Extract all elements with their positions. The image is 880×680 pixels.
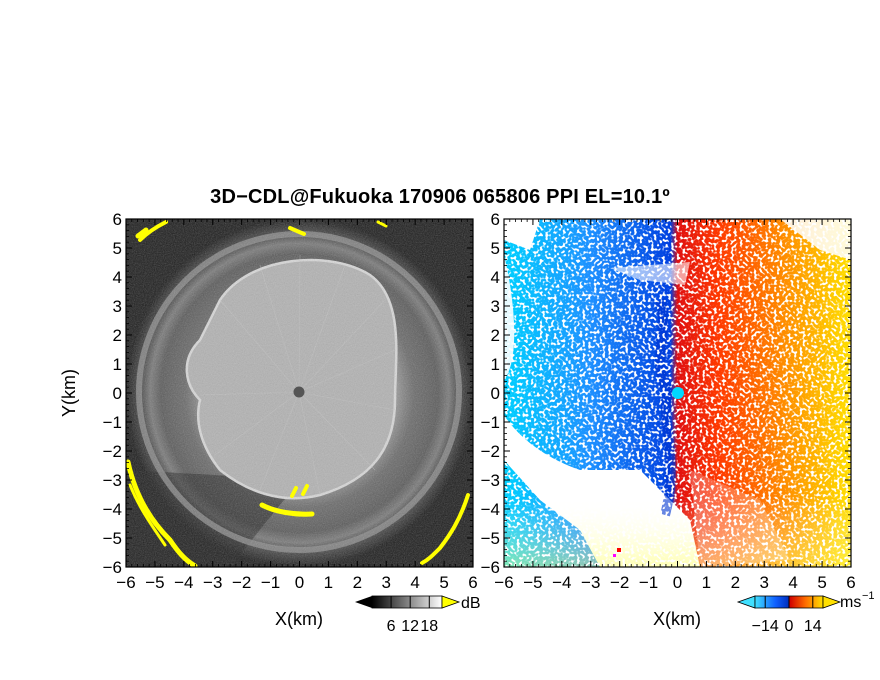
y-tick-label: 6: [113, 210, 122, 229]
x-tick-label: −3: [203, 573, 222, 592]
y-tick-label: 5: [491, 239, 500, 258]
x-tick-label: 0: [673, 573, 682, 592]
colorbar-tick-label: 0: [785, 618, 794, 635]
colorbar-tick-label: −14: [752, 618, 779, 635]
x-tick-label: 1: [702, 573, 711, 592]
x-tick-label: −1: [639, 573, 658, 592]
velocity-colorbar-unit-exponent: −1: [862, 590, 875, 602]
x-tick-label: −5: [145, 573, 164, 592]
y-tick-label: 2: [491, 326, 500, 345]
chart-title: 3D−CDL@Fukuoka 170906 065806 PPI EL=10.1…: [210, 186, 670, 208]
x-tick-label: 2: [731, 573, 740, 592]
x-tick-label: 3: [382, 573, 391, 592]
x-tick-label: 3: [760, 573, 769, 592]
x-tick-label: 4: [788, 573, 797, 592]
y-tick-label: −1: [103, 413, 122, 432]
x-tick-label: 0: [295, 573, 304, 592]
y-tick-label: 3: [113, 297, 122, 316]
y-tick-label: −1: [481, 413, 500, 432]
x-tick-label: −4: [552, 573, 571, 592]
y-tick-label: 4: [113, 268, 122, 287]
y-tick-label: −3: [103, 471, 122, 490]
velocity-colorbar-under: [736, 595, 756, 609]
x-tick-label: −6: [494, 573, 513, 592]
x-tick-label: −1: [261, 573, 280, 592]
y-tick-label: −2: [481, 442, 500, 461]
x-tick-label: −2: [232, 573, 251, 592]
y-tick-label: 4: [491, 268, 500, 287]
y-tick-label: 0: [491, 384, 500, 403]
snr-colorbar-bar: [371, 595, 443, 609]
y-tick-label: 5: [113, 239, 122, 258]
y-tick-label: 3: [491, 297, 500, 316]
y-tick-label: −6: [481, 558, 500, 577]
y-tick-label: −4: [481, 500, 500, 519]
y-tick-label: 2: [113, 326, 122, 345]
x-axis-title-left: X(km): [275, 609, 323, 629]
y-tick-label: −3: [481, 471, 500, 490]
colorbar-tick-label: 18: [420, 618, 438, 635]
y-tick-label: 1: [491, 355, 500, 374]
x-tick-label: 6: [846, 573, 855, 592]
y-axis-title: Y(km): [59, 369, 79, 417]
y-tick-label: −5: [103, 529, 122, 548]
velocity-colorbar-over: [822, 595, 842, 609]
x-tick-label: 5: [817, 573, 826, 592]
x-tick-label: 5: [439, 573, 448, 592]
y-tick-label: −2: [103, 442, 122, 461]
x-tick-label: −5: [523, 573, 542, 592]
snr-colorbar-over: [441, 595, 461, 609]
x-tick-label: −4: [174, 573, 193, 592]
x-axis-title-right: X(km): [653, 609, 701, 629]
colorbar-tick-label: 6: [387, 618, 396, 635]
x-tick-label: 4: [410, 573, 419, 592]
y-tick-label: −4: [103, 500, 122, 519]
x-tick-label: 2: [353, 573, 362, 592]
snr-colorbar-unit: dB: [461, 595, 481, 612]
colorbar-tick-label: 12: [401, 618, 419, 635]
x-tick-label: −2: [610, 573, 629, 592]
snr-colorbar-under: [355, 596, 372, 608]
x-tick-label: 6: [468, 573, 477, 592]
y-tick-label: 0: [113, 384, 122, 403]
y-tick-label: 6: [491, 210, 500, 229]
colorbar-tick-label: 14: [804, 618, 822, 635]
velocity-colorbar-unit: ms: [840, 594, 861, 611]
snr-colorbar: 6 12 18 dB: [355, 595, 481, 635]
snr-center-marker: [293, 386, 305, 398]
velocity-center-marker: [672, 387, 684, 399]
x-tick-label: 1: [324, 573, 333, 592]
x-tick-label: −3: [581, 573, 600, 592]
snr-saturation-yellow: [126, 220, 470, 567]
y-tick-label: 1: [113, 355, 122, 374]
y-tick-label: −6: [103, 558, 122, 577]
x-tick-label: −6: [116, 573, 135, 592]
velocity-colorbar: −14 0 14 ms −1: [736, 590, 875, 635]
y-tick-label: −5: [481, 529, 500, 548]
